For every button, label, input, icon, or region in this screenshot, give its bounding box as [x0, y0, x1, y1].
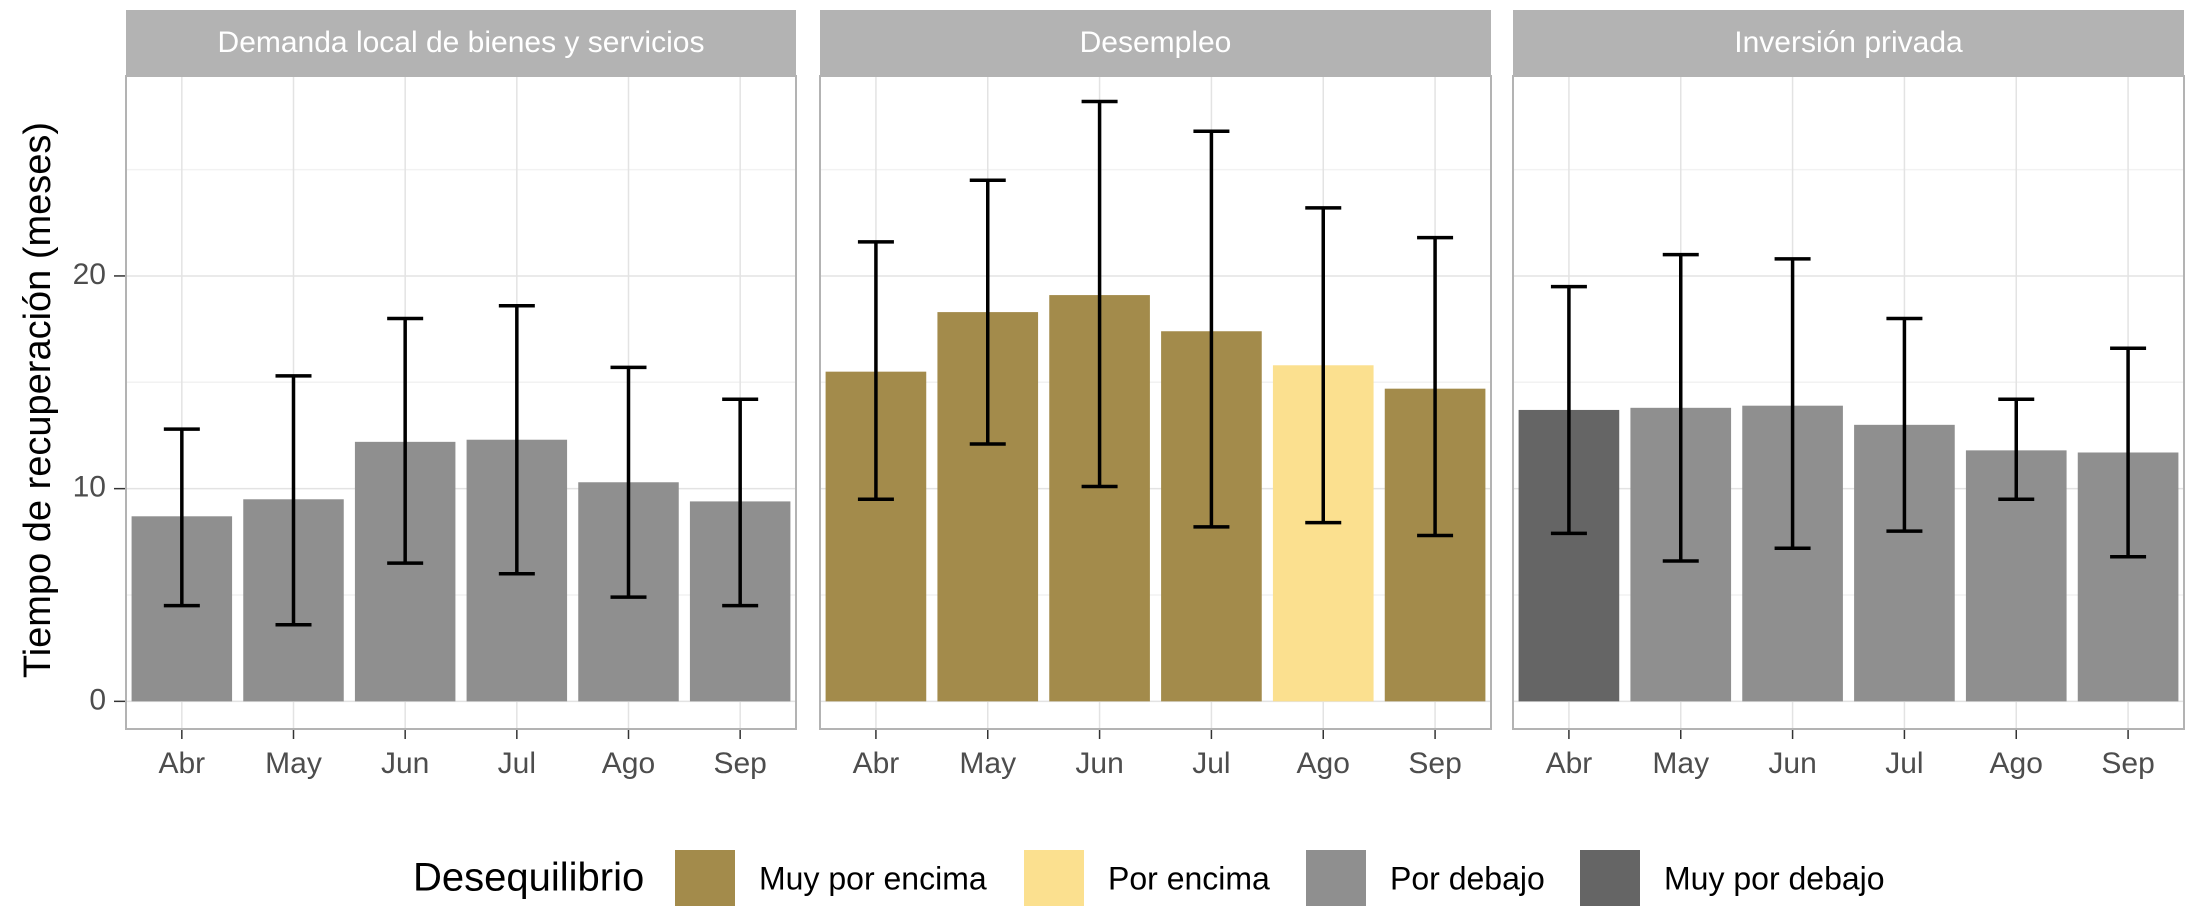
legend-label: Muy por debajo [1664, 860, 1885, 896]
error-bar [275, 374, 312, 627]
x-tick-label: Ago [602, 747, 655, 780]
error-bar [2110, 346, 2147, 559]
x-tick-label: Jun [1768, 747, 1816, 780]
error-bar [1305, 206, 1342, 525]
strip [126, 10, 796, 76]
error-bar [1886, 316, 1923, 533]
error-bar [610, 365, 647, 599]
error-bar [722, 397, 759, 608]
legend-label: Por debajo [1390, 860, 1545, 896]
strip-title: Desempleo [1080, 26, 1232, 59]
y-axis-label: Tiempo de recuperación (meses) [17, 122, 59, 678]
x-tick-label: Jul [1885, 747, 1923, 780]
legend-label: Por encima [1108, 860, 1270, 896]
strip-title: Inversión privada [1734, 26, 1963, 59]
error-bar [1662, 252, 1699, 563]
x-tick-label: May [265, 747, 322, 780]
y-tick-label: 0 [89, 683, 106, 716]
error-bar [1417, 235, 1454, 538]
error-bar [1774, 257, 1811, 550]
legend-title: Desequilibrio [413, 856, 644, 900]
error-bar [498, 303, 535, 576]
error-bar [1550, 284, 1587, 536]
error-bar [387, 316, 424, 565]
error-bar [1193, 129, 1230, 529]
x-tick-label: Abr [853, 747, 900, 780]
legend-swatch [675, 850, 735, 906]
x-tick-label: May [1652, 747, 1709, 780]
error-bar [1081, 99, 1118, 489]
x-tick-label: Sep [2101, 747, 2154, 780]
x-tick-label: Jun [1075, 747, 1123, 780]
y-tick-label: 10 [73, 471, 106, 504]
x-tick-label: Sep [1408, 747, 1461, 780]
legend-label: Muy por encima [759, 860, 987, 896]
x-tick-label: Abr [1546, 747, 1593, 780]
x-tick-label: Abr [158, 747, 205, 780]
x-tick-label: Sep [713, 747, 766, 780]
error-bar [969, 178, 1006, 446]
x-tick-label: May [959, 747, 1016, 780]
x-tick-label: Jul [498, 747, 536, 780]
x-tick-label: Ago [1297, 747, 1350, 780]
error-bar [163, 427, 200, 608]
strip [820, 10, 1491, 76]
error-bar [1998, 397, 2035, 502]
y-tick-label: 20 [73, 258, 106, 291]
x-tick-label: Jun [381, 747, 429, 780]
legend-swatch [1306, 850, 1366, 906]
x-tick-label: Ago [1990, 747, 2043, 780]
legend-swatch [1580, 850, 1640, 906]
legend-swatch [1024, 850, 1084, 906]
strip [1513, 10, 2184, 76]
strip-title: Demanda local de bienes y servicios [218, 26, 705, 59]
error-bar [857, 240, 894, 502]
x-tick-label: Jul [1192, 747, 1230, 780]
